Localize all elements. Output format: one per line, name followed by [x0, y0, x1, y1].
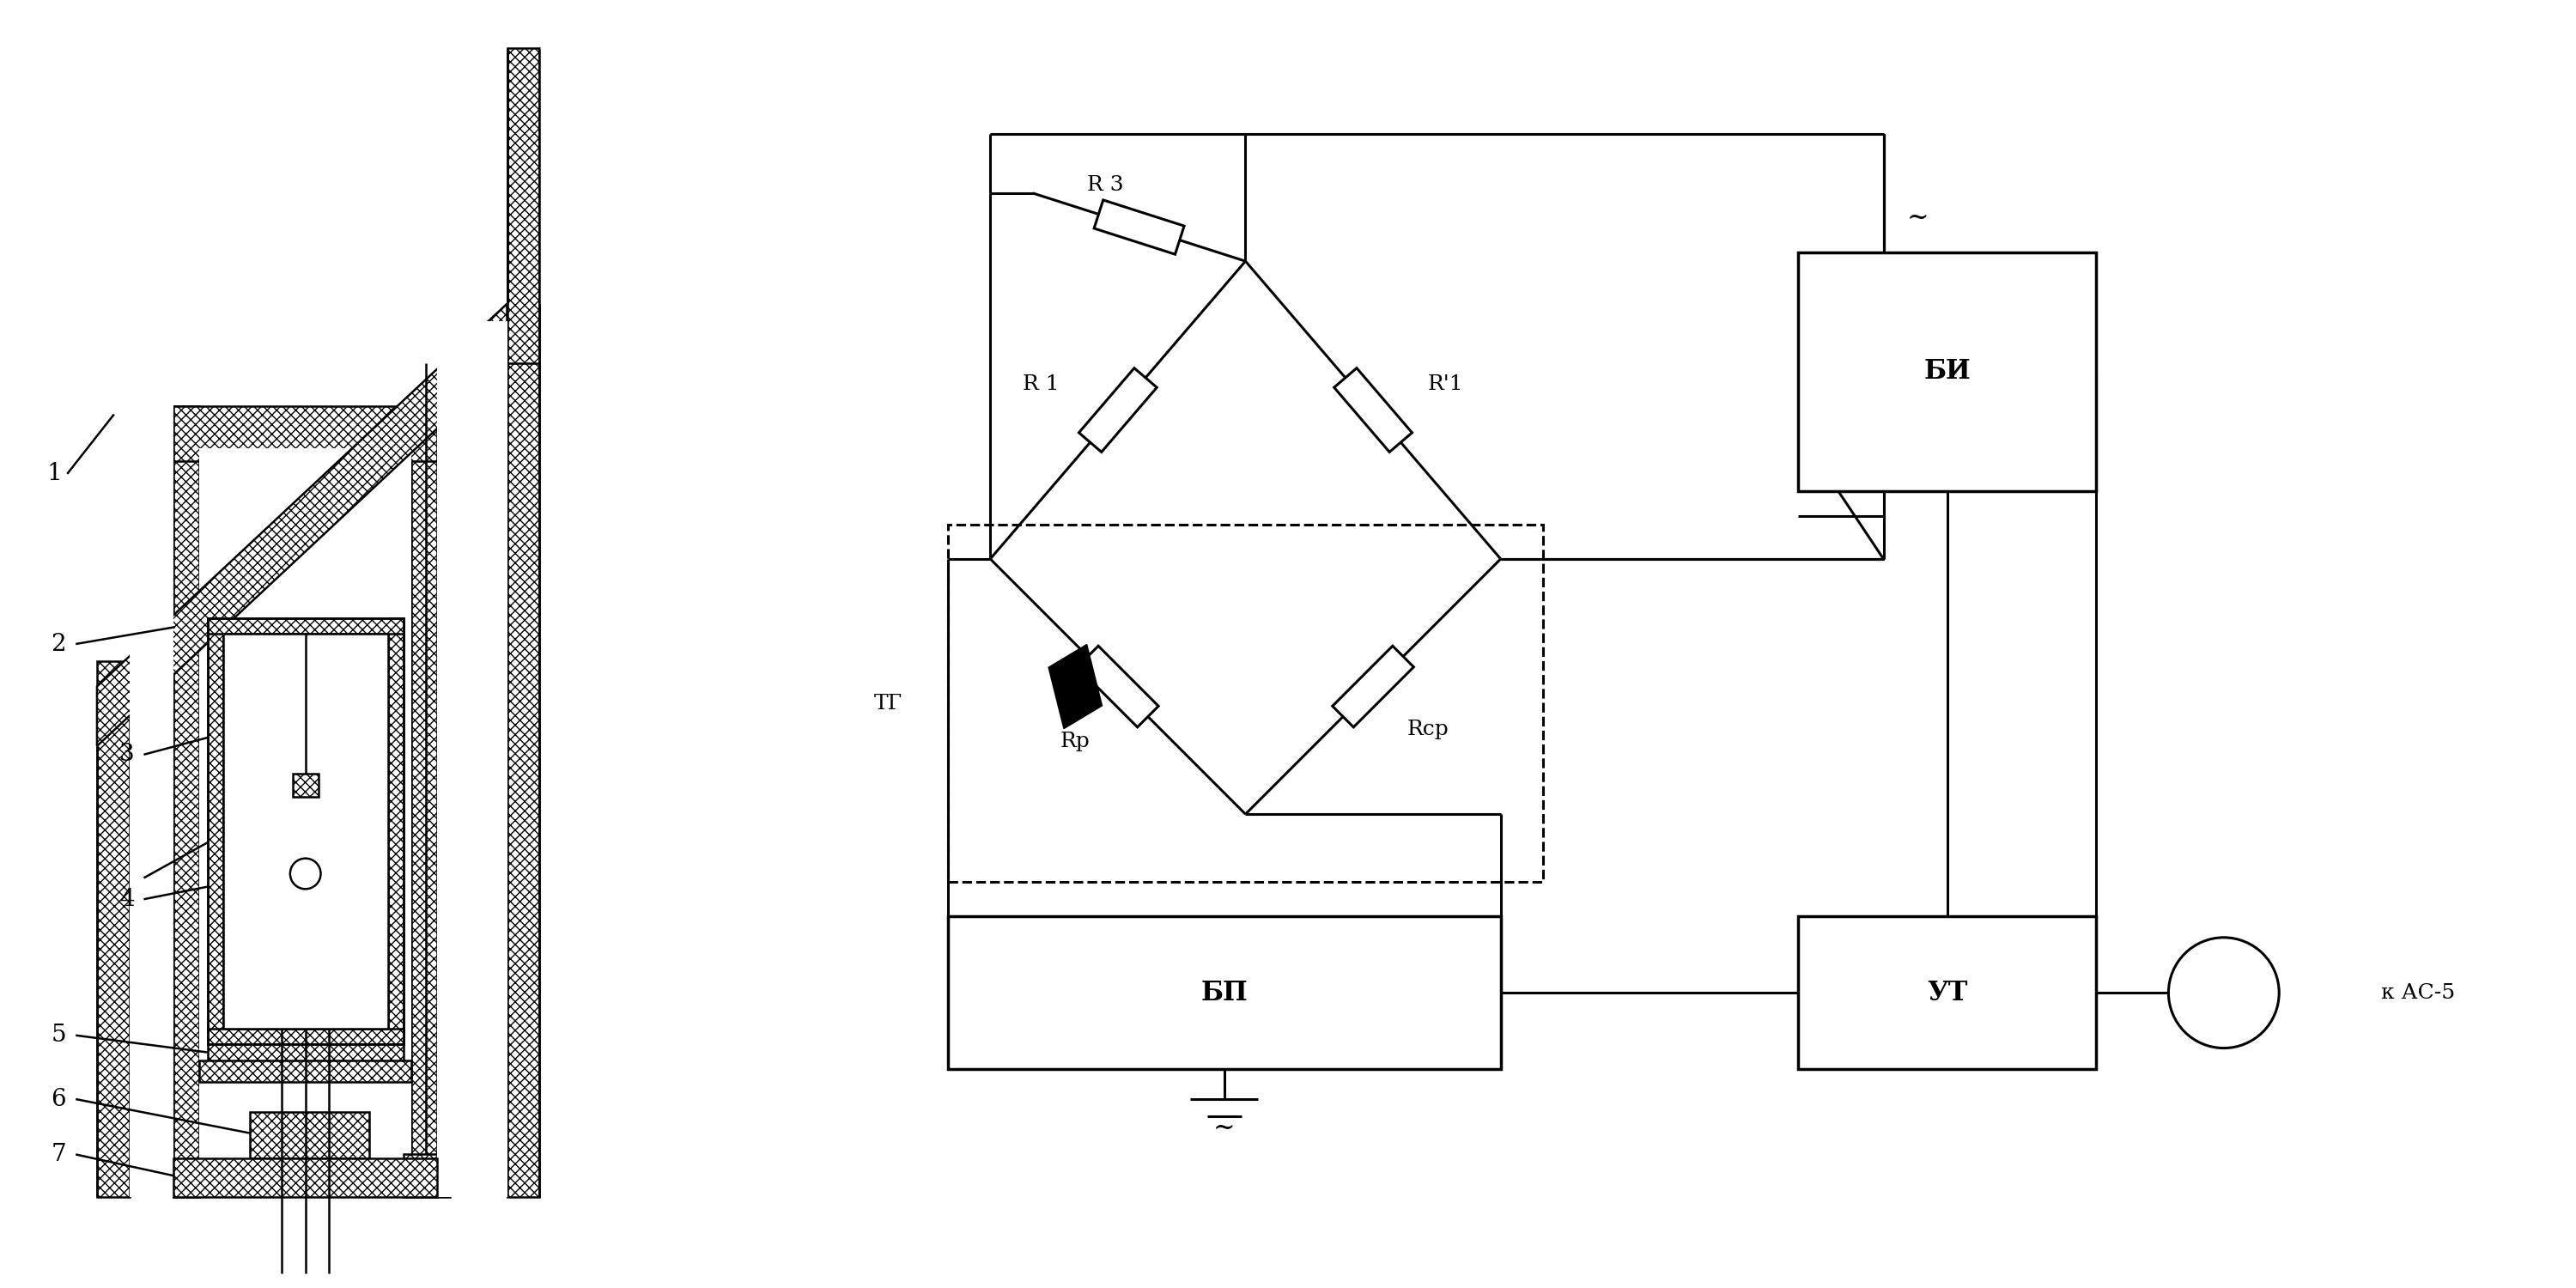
Text: БП: БП — [1200, 979, 1247, 1006]
Text: 5: 5 — [52, 1024, 67, 1047]
Text: 4: 4 — [118, 887, 134, 911]
Bar — [209, 618, 404, 634]
Bar — [209, 1043, 404, 1063]
Text: 2: 2 — [52, 632, 67, 656]
Circle shape — [291, 858, 322, 889]
Bar — [209, 1029, 404, 1043]
Bar — [1798, 916, 2097, 1069]
Polygon shape — [1332, 645, 1414, 728]
Bar — [198, 1061, 412, 1082]
Text: Rср: Rср — [1406, 719, 1450, 739]
Text: ~: ~ — [1213, 1115, 1234, 1142]
Bar — [507, 49, 538, 363]
Text: 1: 1 — [46, 462, 62, 486]
Text: 7: 7 — [52, 1142, 67, 1166]
Text: 6: 6 — [52, 1087, 67, 1110]
Polygon shape — [1048, 644, 1103, 729]
Polygon shape — [1095, 200, 1185, 254]
Bar — [198, 448, 412, 1197]
Text: ТГ: ТГ — [873, 694, 902, 714]
Bar — [224, 634, 389, 1029]
Bar — [541, 49, 572, 304]
Text: к АС-5: к АС-5 — [2380, 983, 2455, 1002]
Bar — [129, 321, 173, 1197]
Bar — [404, 1154, 451, 1197]
Bar — [948, 526, 1543, 882]
Circle shape — [2169, 938, 2280, 1048]
Polygon shape — [1077, 645, 1159, 728]
Bar — [948, 916, 1502, 1069]
Bar — [173, 406, 198, 1197]
Polygon shape — [1079, 368, 1157, 452]
Bar — [1798, 252, 2097, 491]
Text: 3: 3 — [118, 743, 134, 766]
Bar — [412, 406, 438, 1197]
Bar — [294, 773, 319, 797]
Bar — [209, 618, 224, 1043]
Bar — [507, 202, 538, 1197]
Bar — [250, 1112, 368, 1159]
Text: R 3: R 3 — [1087, 175, 1123, 194]
Text: R'1: R'1 — [1427, 375, 1463, 394]
Polygon shape — [98, 304, 507, 746]
Bar — [173, 1159, 438, 1197]
Text: ~: ~ — [1906, 205, 1929, 232]
Bar — [98, 661, 129, 1197]
Bar — [438, 321, 507, 1197]
Text: УТ: УТ — [1927, 979, 1968, 1006]
Bar — [173, 406, 438, 461]
Polygon shape — [1334, 368, 1412, 452]
Text: Rр: Rр — [1061, 732, 1090, 752]
Bar — [389, 618, 404, 1043]
Text: R 1: R 1 — [1023, 375, 1059, 394]
Text: БИ: БИ — [1924, 358, 1971, 385]
